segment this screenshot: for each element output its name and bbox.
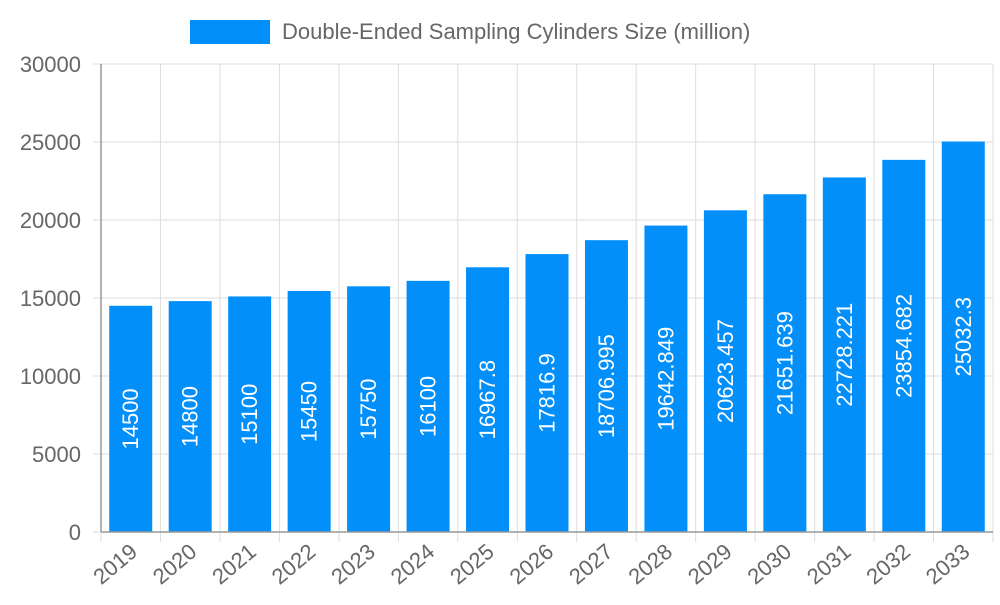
data-label: 19642.849	[653, 327, 678, 431]
y-tick-label: 30000	[20, 52, 81, 77]
x-tick-label: 2023	[326, 539, 380, 590]
bar	[525, 254, 569, 532]
y-tick-label: 5000	[32, 442, 81, 467]
x-tick-label: 2032	[861, 539, 915, 590]
x-tick-label: 2028	[624, 539, 678, 590]
data-label: 20623.457	[713, 319, 738, 423]
data-label: 15450	[297, 381, 322, 442]
y-tick-label: 15000	[20, 286, 81, 311]
x-tick-label: 2029	[683, 539, 737, 590]
x-tick-label: 2021	[207, 539, 261, 590]
bar	[168, 301, 212, 532]
data-label: 23854.682	[891, 294, 916, 398]
data-label: 16967.8	[475, 360, 500, 440]
bar	[466, 267, 510, 532]
data-label: 14800	[178, 386, 203, 447]
data-label: 15750	[356, 379, 381, 440]
bar	[347, 286, 391, 532]
x-tick-label: 2031	[802, 539, 856, 590]
data-label: 14500	[118, 388, 143, 449]
legend-label: Double-Ended Sampling Cylinders Size (mi…	[282, 19, 750, 44]
bar	[941, 141, 985, 532]
bar	[406, 280, 450, 532]
bar	[584, 240, 628, 532]
bar	[703, 210, 747, 532]
x-tick-label: 2027	[564, 539, 618, 590]
x-tick-label: 2022	[267, 539, 321, 590]
bar	[109, 305, 153, 532]
bar	[644, 225, 688, 533]
y-tick-label: 25000	[20, 130, 81, 155]
legend-swatch	[190, 20, 270, 44]
x-tick-label: 2025	[445, 539, 499, 590]
legend[interactable]: Double-Ended Sampling Cylinders Size (mi…	[190, 19, 750, 44]
data-label: 21651.639	[772, 311, 797, 415]
bar	[822, 177, 866, 532]
x-tick-label: 2020	[148, 539, 202, 590]
bar	[882, 159, 926, 533]
x-tick-label: 2019	[88, 539, 142, 590]
x-tick-label: 2024	[386, 539, 440, 590]
y-tick-label: 20000	[20, 208, 81, 233]
x-tick-label: 2033	[921, 539, 975, 590]
data-label: 18706.995	[594, 334, 619, 438]
x-tick-label: 2030	[743, 539, 797, 590]
data-label: 16100	[416, 376, 441, 437]
data-label: 17816.9	[535, 353, 560, 433]
data-label: 15100	[237, 384, 262, 445]
data-label: 25032.3	[951, 297, 976, 377]
bar	[228, 296, 272, 532]
bar	[287, 290, 331, 532]
bar	[763, 194, 807, 532]
y-tick-label: 10000	[20, 364, 81, 389]
data-label: 22728.221	[832, 303, 857, 407]
y-tick-label: 0	[69, 520, 81, 545]
x-tick-label: 2026	[505, 539, 559, 590]
